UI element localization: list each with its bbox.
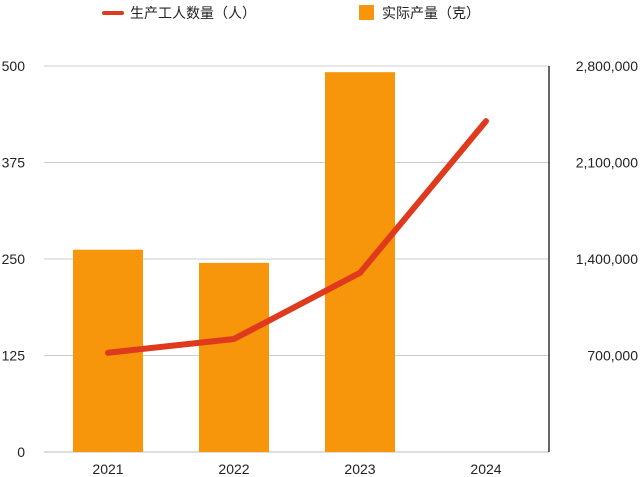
legend: 生产工人数量（人） 实际产量（克） [102, 5, 480, 22]
right-axis-tick-label: 1,400,000 [576, 251, 638, 267]
x-axis-tick-label: 2023 [344, 461, 375, 477]
x-axis-tick-label: 2022 [218, 461, 249, 477]
legend-label-workers: 生产工人数量（人） [130, 6, 256, 22]
left-axis-tick-label: 375 [2, 155, 26, 171]
x-axis-tick-labels: 2021 2022 2023 2024 [92, 461, 501, 477]
right-axis-tick-label: 2,100,000 [576, 155, 638, 171]
x-axis-tick-label: 2024 [470, 461, 501, 477]
x-axis-tick-label: 2021 [92, 461, 123, 477]
line-point-2024 [485, 120, 487, 123]
legend-label-output: 实际产量（克） [382, 6, 480, 22]
left-axis-tick-label: 250 [2, 251, 26, 267]
line-workers [105, 118, 489, 356]
left-axis-tick-label: 0 [17, 444, 25, 460]
right-axis-tick-label: 2,800,000 [576, 58, 638, 74]
right-axis-tick-label: 700,000 [587, 348, 638, 364]
bar-2023 [325, 72, 395, 453]
left-axis-tick-label: 500 [2, 58, 26, 74]
line-series [105, 118, 489, 356]
right-axis-tick-labels: 700,000 1,400,000 2,100,000 2,800,000 [576, 58, 639, 364]
left-axis-tick-labels: 0 125 250 375 500 [2, 58, 26, 460]
bar-2022 [199, 262, 269, 452]
left-axis-tick-label: 125 [2, 348, 26, 364]
line-point-2023 [359, 271, 361, 274]
legend-bar-swatch-output [359, 5, 374, 20]
line-point-2021 [107, 351, 109, 354]
line-point-2022 [233, 337, 235, 340]
bar-series [73, 72, 395, 453]
